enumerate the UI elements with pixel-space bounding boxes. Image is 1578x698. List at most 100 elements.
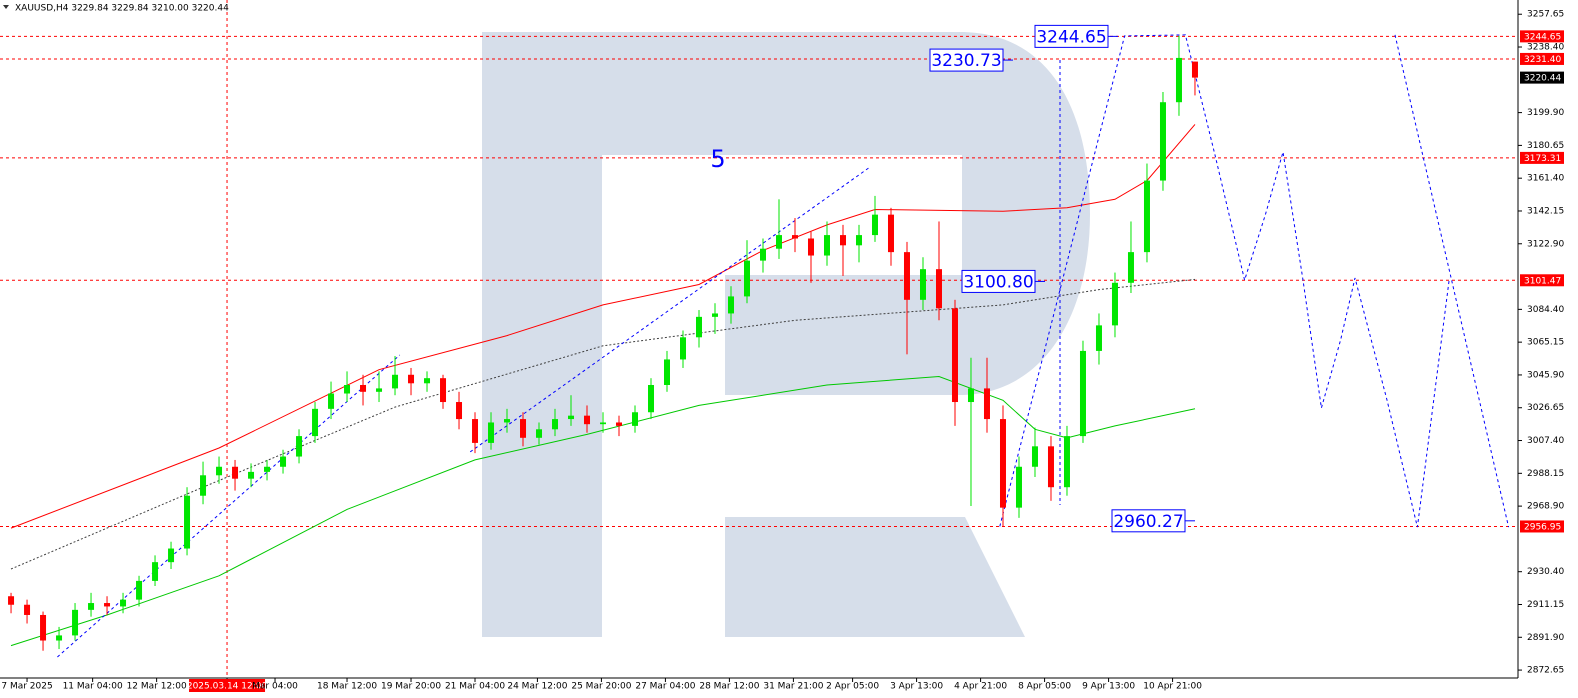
candle-body (1175, 57, 1182, 103)
y-tick-label: 2911.15 (1527, 600, 1564, 610)
x-tick-label: Mar 04:00 (252, 682, 298, 692)
watermark (482, 32, 1090, 637)
y-tick-label: 3199.90 (1527, 108, 1564, 118)
candle-body (488, 422, 495, 443)
x-tick-label: 28 Mar 12:00 (699, 682, 759, 692)
x-tick-label: 7 Mar 2025 (1, 682, 52, 692)
candle-body (40, 614, 47, 641)
candle-body (775, 235, 782, 249)
plot-area (0, 0, 1518, 678)
candle-body (248, 471, 255, 479)
candle-body (552, 419, 559, 430)
candle-body (744, 260, 751, 297)
chart-title: XAUUSD,H4 3229.84 3229.84 3210.00 3220.4… (15, 4, 229, 14)
candle-body (791, 235, 798, 239)
candle-body (600, 422, 607, 425)
candle-body (664, 359, 671, 385)
candle-body (1159, 102, 1166, 181)
indicator-line (57, 354, 401, 658)
watermark-bowl (602, 32, 1090, 395)
annotation-label: 3230.73 (931, 51, 1001, 71)
candle-body (504, 419, 511, 423)
last-price-label: 3220.44 (1524, 74, 1561, 84)
candle-body (1047, 446, 1054, 488)
y-tick-label: 3122.90 (1527, 239, 1564, 249)
y-tick-label: 3045.90 (1527, 370, 1564, 380)
x-tick-label: 24 Mar 12:00 (507, 682, 567, 692)
candle-body (983, 388, 990, 420)
candle-body (855, 235, 862, 246)
y-tick-label: 3142.15 (1527, 206, 1564, 216)
candle-body (728, 296, 735, 314)
x-tick-label: 12 Mar 12:00 (127, 682, 187, 692)
candle-body (759, 248, 766, 261)
candle-body (104, 603, 111, 607)
x-tick-label: 9 Apr 13:00 (1082, 682, 1135, 692)
symbol-icon (3, 5, 9, 9)
watermark-leg (725, 517, 1025, 637)
candle-body (312, 408, 319, 437)
candle-body (120, 599, 127, 607)
level-price-label: 3244.65 (1524, 32, 1561, 42)
candle-body (392, 374, 399, 389)
x-tick-label: 10 Apr 21:00 (1143, 682, 1202, 692)
x-tick-label: 31 Mar 21:00 (763, 682, 823, 692)
y-tick-label: 3180.65 (1527, 141, 1564, 151)
candle-body (88, 603, 95, 610)
annotation-label: 3244.65 (1036, 27, 1106, 47)
indicator-line (10, 375, 1196, 647)
x-tick-label: 21 Mar 04:00 (445, 682, 505, 692)
candle-body (536, 429, 543, 438)
x-tick-label: 11 Mar 04:00 (63, 682, 123, 692)
candle-body (1191, 61, 1198, 78)
candle-body (1095, 325, 1102, 351)
candle-body (584, 415, 591, 425)
x-tick-label: 27 Mar 04:00 (635, 682, 695, 692)
candle-body (919, 269, 926, 300)
y-tick-label: 3238.40 (1527, 43, 1564, 53)
candle-body (632, 412, 639, 426)
annotation-label: 2960.27 (1113, 512, 1183, 532)
indicator-line (10, 278, 1196, 570)
x-tick-label: 2025.03.14 12:00 (187, 682, 268, 692)
y-tick-label: 3065.15 (1527, 338, 1564, 348)
level-price-label: 3173.31 (1524, 154, 1561, 164)
candle-body (296, 436, 303, 457)
candle-body (344, 384, 351, 394)
y-tick-label: 2891.90 (1527, 633, 1564, 643)
candle-body (951, 308, 958, 403)
level-price-box (1520, 151, 1564, 164)
level-price-label: 3231.40 (1524, 55, 1561, 65)
candle-body (24, 604, 31, 615)
candle-body (264, 466, 271, 472)
candle-body (1063, 436, 1070, 488)
candle-body (1031, 446, 1038, 467)
candle-body (696, 316, 703, 338)
candle-body (1079, 350, 1086, 437)
level-price-box (1520, 274, 1564, 287)
candle-body (887, 214, 894, 253)
x-tick-label: 8 Apr 05:00 (1018, 682, 1071, 692)
annotation-label: 3100.80 (963, 272, 1033, 292)
candle-body (184, 495, 191, 549)
candle-body (328, 393, 335, 409)
candle-body (408, 374, 415, 384)
y-tick-label: 3084.40 (1527, 305, 1564, 315)
x-tick-label: 2 Apr 05:00 (826, 682, 879, 692)
candle-body (1143, 180, 1150, 253)
candle-body (200, 475, 207, 496)
candle-body (712, 313, 719, 317)
candle-body (136, 580, 143, 600)
candle-body (472, 419, 479, 443)
candle-body (807, 238, 814, 256)
candle-body (376, 388, 383, 392)
candle-body (280, 456, 287, 467)
level-price-box (1520, 30, 1564, 43)
y-tick-label: 3161.40 (1527, 174, 1564, 184)
level-price-box (1520, 52, 1564, 65)
candle-body (72, 609, 79, 636)
crosshair-label-box (189, 679, 266, 692)
candle-body (152, 562, 159, 581)
candle-body (216, 466, 223, 476)
